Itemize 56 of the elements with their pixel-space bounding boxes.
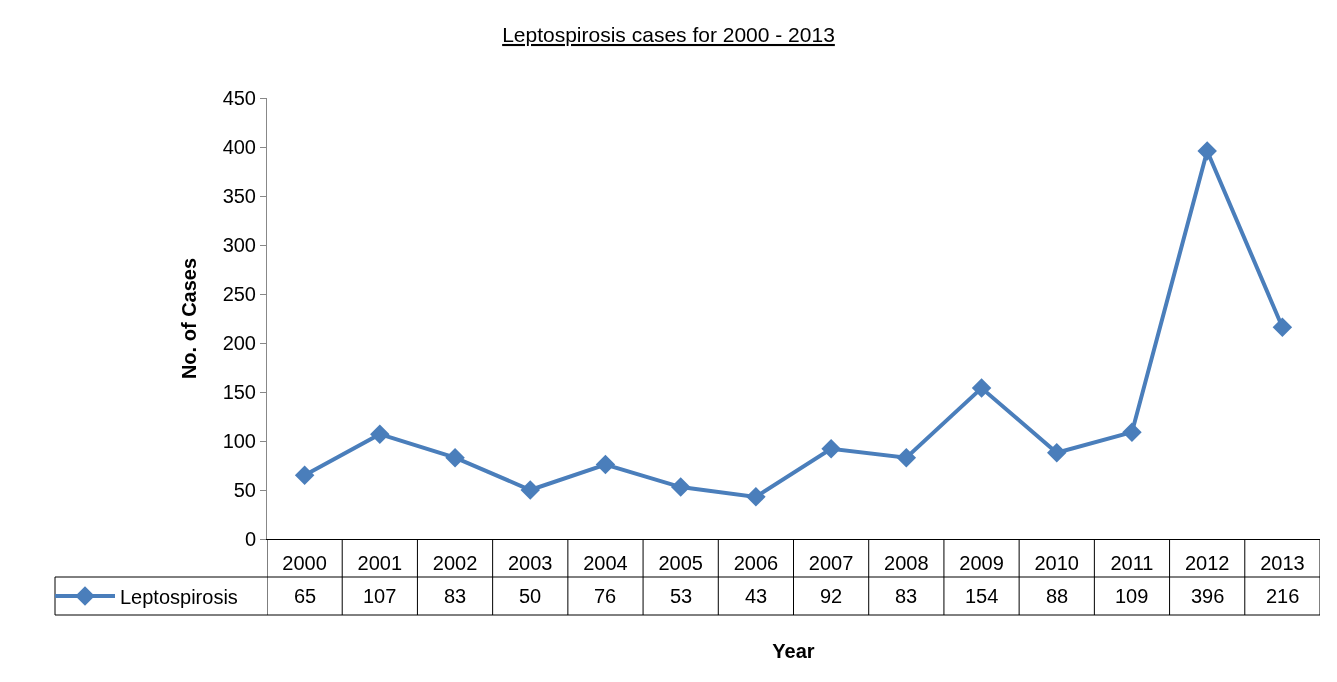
point <box>520 480 540 500</box>
y-tick-label: 350 <box>222 185 256 207</box>
x-axis-title: Year <box>772 639 815 662</box>
data-label: 53 <box>670 585 693 607</box>
x-tick-label: 2010 <box>1034 552 1079 574</box>
data-label: 83 <box>895 585 918 607</box>
data-label: 107 <box>363 585 397 607</box>
data-label: 88 <box>1046 585 1069 607</box>
y-tick-label: 300 <box>222 234 256 256</box>
data-label: 65 <box>294 585 317 607</box>
point <box>1122 422 1142 442</box>
y-tick-label: 250 <box>222 283 256 305</box>
x-tick-label: 2006 <box>733 552 779 574</box>
x-tick-label: 2001 <box>357 552 403 574</box>
data-label: 154 <box>965 585 999 607</box>
data-label: 396 <box>1191 585 1225 607</box>
point <box>370 424 390 444</box>
data-label: 109 <box>1115 585 1149 607</box>
y-tick-label: 0 <box>244 528 256 550</box>
point <box>1047 443 1067 463</box>
point <box>746 487 766 507</box>
x-tick-label: 2003 <box>508 552 553 574</box>
point <box>445 447 465 468</box>
point <box>1272 317 1293 338</box>
y-tick-label: 200 <box>222 332 256 354</box>
x-tick-label: 2004 <box>583 552 628 574</box>
data-label: 92 <box>820 585 843 607</box>
data-label: 50 <box>519 585 542 607</box>
y-tick-label: 450 <box>222 87 256 109</box>
data-label: 43 <box>745 585 768 607</box>
data-label: 216 <box>1266 585 1300 607</box>
x-tick-label: 2005 <box>658 552 703 574</box>
y-tick-label: 400 <box>222 136 256 158</box>
x-tick-label: 2009 <box>959 552 1004 574</box>
data-label: 83 <box>444 585 467 607</box>
y-tick-label: 150 <box>222 381 256 403</box>
legend-label: Leptospirosis <box>120 585 238 608</box>
point <box>896 447 917 468</box>
x-tick-label: 2007 <box>808 552 854 574</box>
y-tick-label: 50 <box>233 479 256 501</box>
point <box>595 454 616 475</box>
x-tick-label: 2013 <box>1260 552 1305 574</box>
x-tick-label: 2002 <box>432 552 478 574</box>
point <box>670 477 691 497</box>
x-tick-label: 2011 <box>1110 552 1154 574</box>
x-tick-label: 2008 <box>884 552 929 574</box>
point <box>821 439 841 459</box>
y-tick-label: 100 <box>222 430 256 452</box>
x-tick-label: 2000 <box>282 552 327 574</box>
point <box>294 465 315 486</box>
data-label: 76 <box>594 585 617 607</box>
y-axis-title: No. of Cases <box>178 257 201 380</box>
point <box>1197 141 1217 161</box>
chart-title: Leptospirosis cases for 2000 - 2013 <box>502 22 835 46</box>
x-tick-label: 2012 <box>1184 552 1230 574</box>
point <box>971 378 992 398</box>
